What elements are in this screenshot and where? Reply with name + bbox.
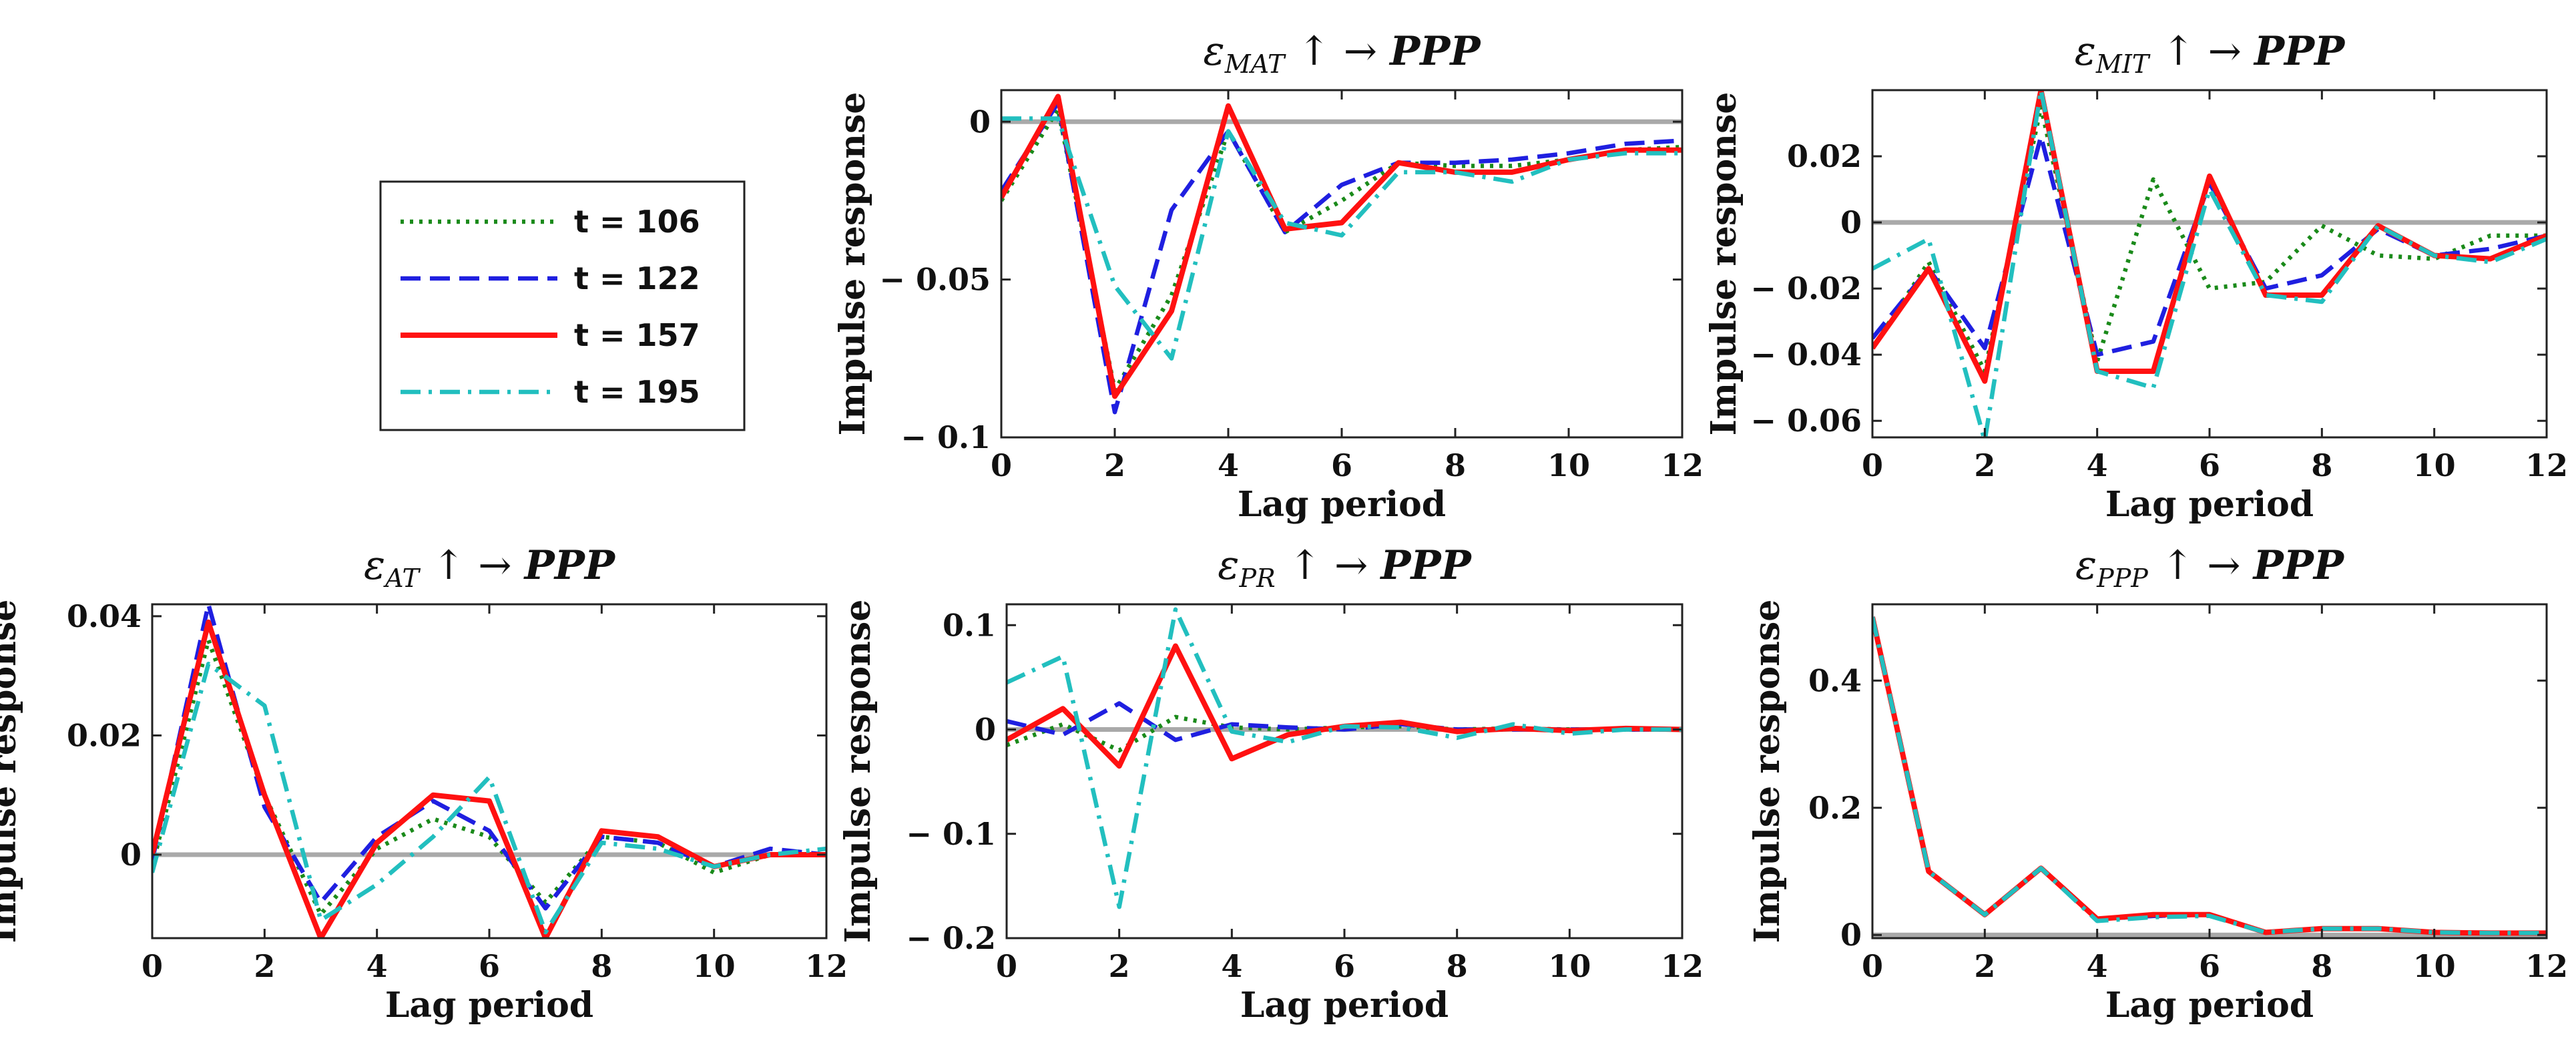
x-tick-label: 0 [142, 948, 163, 984]
x-axis-label: Lag period [1240, 985, 1449, 1026]
series-line-106 [152, 638, 826, 917]
chart-title: εPR ↑ → PPP [1218, 542, 1472, 593]
x-tick-label: 4 [1218, 447, 1239, 483]
legend-label: t = 106 [574, 204, 700, 240]
legend-label: t = 195 [574, 374, 700, 410]
series-line-157 [1872, 616, 2547, 936]
x-tick-label: 10 [1547, 447, 1590, 483]
chart-title: εMIT ↑ → PPP [2075, 28, 2346, 79]
y-tick-label: 0 [969, 103, 991, 140]
x-tick-label: 6 [2199, 447, 2220, 483]
y-tick-label: 0.2 [1808, 790, 1862, 826]
x-tick-label: 10 [693, 948, 736, 984]
x-tick-label: 10 [2413, 948, 2456, 984]
y-tick-label: − 0.05 [879, 262, 991, 298]
chart-title: εPPP ↑ → PPP [2075, 542, 2345, 593]
x-axis-label: Lag period [2105, 484, 2314, 525]
x-tick-label: 8 [2311, 447, 2332, 483]
x-tick-label: 12 [1661, 447, 1704, 483]
series-line-122 [1872, 134, 2547, 357]
y-axis-label: Impulse response [1747, 600, 1788, 943]
series-line-195 [1007, 607, 1682, 909]
series-line-122 [1007, 701, 1682, 743]
x-tick-label: 2 [1104, 447, 1125, 483]
x-tick-label: 0 [996, 948, 1017, 984]
y-axis-label: Impulse response [838, 600, 878, 943]
x-tick-label: 2 [1974, 447, 1995, 483]
x-tick-label: 4 [2087, 948, 2108, 984]
y-tick-label: 0.02 [67, 717, 142, 753]
x-tick-label: 0 [1862, 447, 1883, 483]
panel-at: 0 2 4 6 8 10 12 0.04 0.02 0 Lag period Impulse resp… [0, 542, 848, 1026]
x-tick-label: 8 [1445, 447, 1466, 483]
panel-mit: 0 2 4 6 8 10 12 0.02 0 − 0.02 − 0.04 − 0.06 Lag peri… [1704, 28, 2568, 525]
x-tick-label: 10 [1548, 948, 1591, 984]
y-tick-label: 0 [1840, 917, 1862, 953]
x-tick-label: 12 [1661, 948, 1704, 984]
panel-ppp: 0 2 4 6 8 10 12 0.4 0.2 0 Lag period Impulse respon… [1747, 542, 2568, 1026]
panel-mat: 0 2 4 6 8 10 12 0 − 0.05 − 0.1 Lag period Impulse r… [832, 28, 1704, 525]
x-tick-label: 12 [805, 948, 848, 984]
x-tick-label: 8 [2311, 948, 2332, 984]
y-tick-label: 0 [1840, 204, 1862, 240]
x-tick-label: 6 [1331, 447, 1352, 483]
x-tick-label: 4 [2087, 447, 2108, 483]
series-line-122 [1872, 616, 2547, 935]
y-tick-label: − 0.1 [906, 816, 996, 852]
plot-frame [151, 603, 828, 939]
x-tick-label: 8 [591, 948, 612, 984]
y-tick-label: 0.04 [67, 598, 142, 634]
y-axis-label: Impulse response [0, 600, 24, 943]
chart-title: εMAT ↑ → PPP [1204, 28, 1482, 79]
y-tick-label: 0.4 [1808, 662, 1862, 698]
x-tick-label: 2 [1974, 948, 1995, 984]
plot-frame [1871, 603, 2548, 939]
x-tick-label: 4 [366, 948, 388, 984]
x-tick-label: 2 [1109, 948, 1130, 984]
series-line-122 [1001, 100, 1682, 415]
x-axis-label: Lag period [1238, 484, 1446, 525]
series-line-106 [1872, 616, 2547, 935]
series-line-157 [1872, 90, 2547, 384]
x-tick-label: 12 [2525, 948, 2568, 984]
series-line-195 [1872, 616, 2547, 935]
series-line-195 [152, 662, 826, 935]
series-line-195 [1001, 116, 1682, 361]
x-tick-label: 0 [1862, 948, 1883, 984]
x-tick-label: 6 [2199, 948, 2220, 984]
y-tick-label: − 0.04 [1750, 337, 1862, 373]
x-tick-label: 8 [1447, 948, 1468, 984]
series-line-195 [1872, 90, 2547, 437]
y-tick-label: − 0.02 [1750, 270, 1862, 306]
x-tick-label: 6 [1334, 948, 1355, 984]
plot-frame [1871, 89, 2548, 439]
series-line-157 [1007, 643, 1682, 769]
legend: t = 106 t = 122 t = 157 t = 195 [379, 180, 746, 431]
y-tick-label: − 0.1 [900, 419, 991, 455]
y-tick-label: 0 [120, 837, 142, 873]
x-tick-label: 12 [2525, 447, 2568, 483]
y-tick-label: − 0.06 [1750, 403, 1862, 439]
y-axis-label: Impulse response [1704, 92, 1744, 436]
y-tick-label: − 0.2 [906, 920, 996, 956]
panel-pr: 0 2 4 6 8 10 12 0.1 0 − 0.1 − 0.2 Lag period Impulse… [838, 542, 1704, 1026]
x-tick-label: 10 [2413, 447, 2456, 483]
x-tick-label: 6 [479, 948, 500, 984]
legend-label: t = 157 [574, 317, 700, 353]
y-tick-label: 0.1 [943, 607, 996, 643]
x-tick-label: 2 [254, 948, 275, 984]
legend-label: t = 122 [574, 260, 700, 296]
plot-frame [1000, 89, 1684, 439]
y-tick-label: 0.02 [1787, 138, 1862, 174]
x-tick-label: 0 [991, 447, 1012, 483]
x-axis-label: Lag period [2105, 985, 2314, 1026]
chart-title: εAT ↑ → PPP [364, 542, 616, 593]
y-axis-label: Impulse response [832, 92, 873, 436]
x-tick-label: 4 [1221, 948, 1242, 984]
plot-frame [1005, 603, 1684, 939]
y-tick-label: 0 [975, 712, 996, 748]
x-axis-label: Lag period [385, 985, 593, 1026]
